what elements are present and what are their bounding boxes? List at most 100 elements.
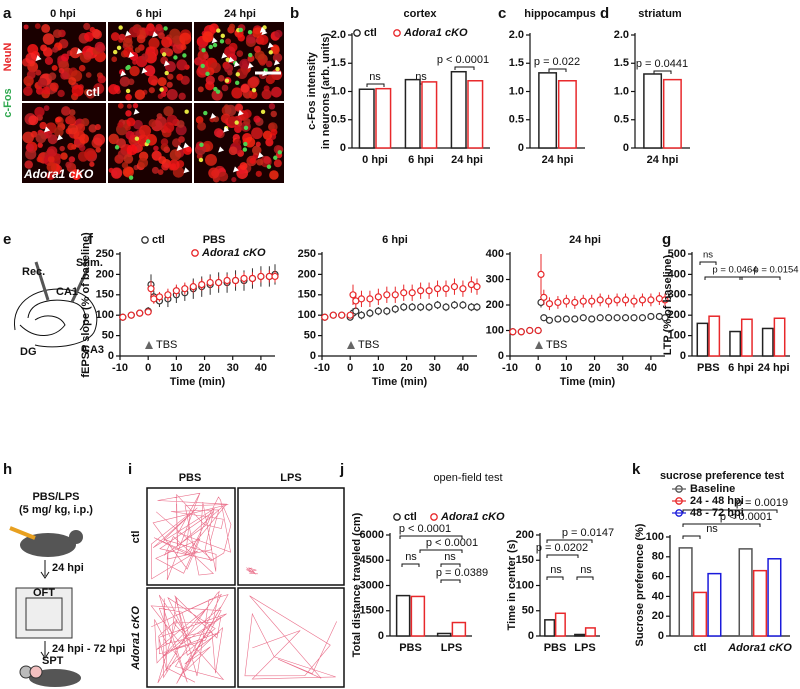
x-tick-label: 6 hpi	[408, 154, 434, 166]
point	[647, 296, 655, 304]
stain-label: c-Fos	[2, 88, 14, 117]
y-tick-label: 100	[516, 579, 534, 591]
cell	[153, 145, 159, 152]
cell	[92, 29, 102, 40]
arrowhead	[76, 48, 83, 55]
row-label: Adora1 cKO	[23, 167, 94, 181]
bar	[404, 78, 421, 149]
legend-marker	[393, 29, 401, 37]
x-tick-label: 20	[588, 362, 600, 374]
point	[588, 297, 596, 305]
cell	[234, 125, 242, 133]
annotation: p = 0.022	[534, 56, 580, 68]
cell	[34, 23, 41, 30]
legend-label: Adora1 cKO	[201, 247, 266, 259]
cell	[257, 34, 269, 46]
cell	[147, 75, 159, 86]
cell	[221, 84, 229, 92]
arrowhead	[163, 60, 170, 67]
legend-marker	[353, 29, 361, 37]
y-axis-label: in neurons (arb. units)	[320, 33, 332, 149]
cfos-cell	[128, 175, 134, 180]
y-tick-label: 60	[652, 571, 664, 583]
cell	[24, 160, 33, 169]
cfos-cell	[234, 80, 240, 86]
cfos-cell	[184, 109, 189, 114]
cell	[83, 51, 92, 60]
point	[537, 270, 545, 278]
schematic-label: (5 mg/ kg, i.p.)	[19, 504, 93, 516]
arrowhead	[57, 134, 64, 141]
cell	[148, 119, 157, 128]
cfos-cell	[201, 48, 206, 53]
point	[357, 295, 366, 303]
x-tick-label: 10	[372, 362, 384, 374]
cell	[148, 87, 155, 94]
point	[346, 311, 354, 319]
arrowhead	[128, 51, 135, 58]
cell	[108, 84, 119, 95]
cell	[251, 145, 262, 156]
panel-letter: i	[128, 461, 132, 478]
cell	[93, 133, 106, 146]
cell	[273, 159, 282, 168]
cell	[73, 138, 81, 145]
y-tick-label: 200	[668, 309, 686, 321]
chart-title: PBS	[203, 234, 226, 246]
column-label: 6 hpi	[136, 8, 162, 20]
schematic-label: DG	[20, 346, 37, 358]
cell	[61, 53, 70, 62]
x-tick-label: -10	[314, 362, 330, 374]
cell	[243, 117, 251, 126]
y-tick-label: 0	[658, 630, 664, 642]
schematic-label: CA1	[56, 286, 78, 298]
x-tick-label: 24 hpi	[647, 154, 679, 166]
cell	[35, 132, 47, 144]
cell	[85, 72, 92, 78]
bar	[436, 632, 452, 637]
cell	[160, 138, 169, 146]
cell	[144, 51, 156, 63]
cell	[37, 142, 43, 148]
cell	[265, 60, 273, 68]
arrowhead	[273, 59, 280, 66]
point	[231, 276, 240, 285]
cfos-cell	[215, 89, 221, 94]
point	[417, 287, 425, 295]
point	[248, 274, 257, 283]
cell	[249, 76, 260, 87]
cfos-cell	[277, 150, 282, 155]
y-axis-label: Time in center (s)	[506, 539, 518, 630]
panel-h-schematic	[9, 526, 83, 687]
point	[391, 305, 399, 313]
cell	[225, 38, 232, 45]
cfos-cell	[243, 125, 249, 131]
bar	[662, 78, 682, 149]
cell	[46, 171, 55, 180]
point	[596, 296, 604, 304]
cfos-cell	[125, 88, 131, 94]
y-tick-label: 150	[516, 554, 534, 566]
point	[425, 303, 433, 311]
point	[400, 289, 408, 297]
cell	[34, 106, 45, 118]
trajectory	[150, 492, 232, 581]
point	[144, 308, 152, 316]
y-tick-label: 500	[668, 248, 686, 260]
annotation: p < 0.0001	[437, 54, 489, 66]
cell	[223, 104, 230, 110]
cell	[125, 93, 132, 101]
y-tick-label: 1.5	[614, 57, 629, 69]
cell	[57, 89, 65, 98]
panel-letter: a	[3, 5, 12, 22]
point	[433, 285, 442, 293]
arrowhead	[257, 152, 264, 159]
x-tick-label: 0	[347, 362, 353, 374]
cell	[167, 73, 174, 80]
point	[338, 311, 346, 319]
cell	[224, 63, 234, 73]
cell	[55, 117, 61, 123]
x-tick-label: 20	[400, 362, 412, 374]
bar	[410, 595, 426, 637]
point	[647, 312, 655, 321]
